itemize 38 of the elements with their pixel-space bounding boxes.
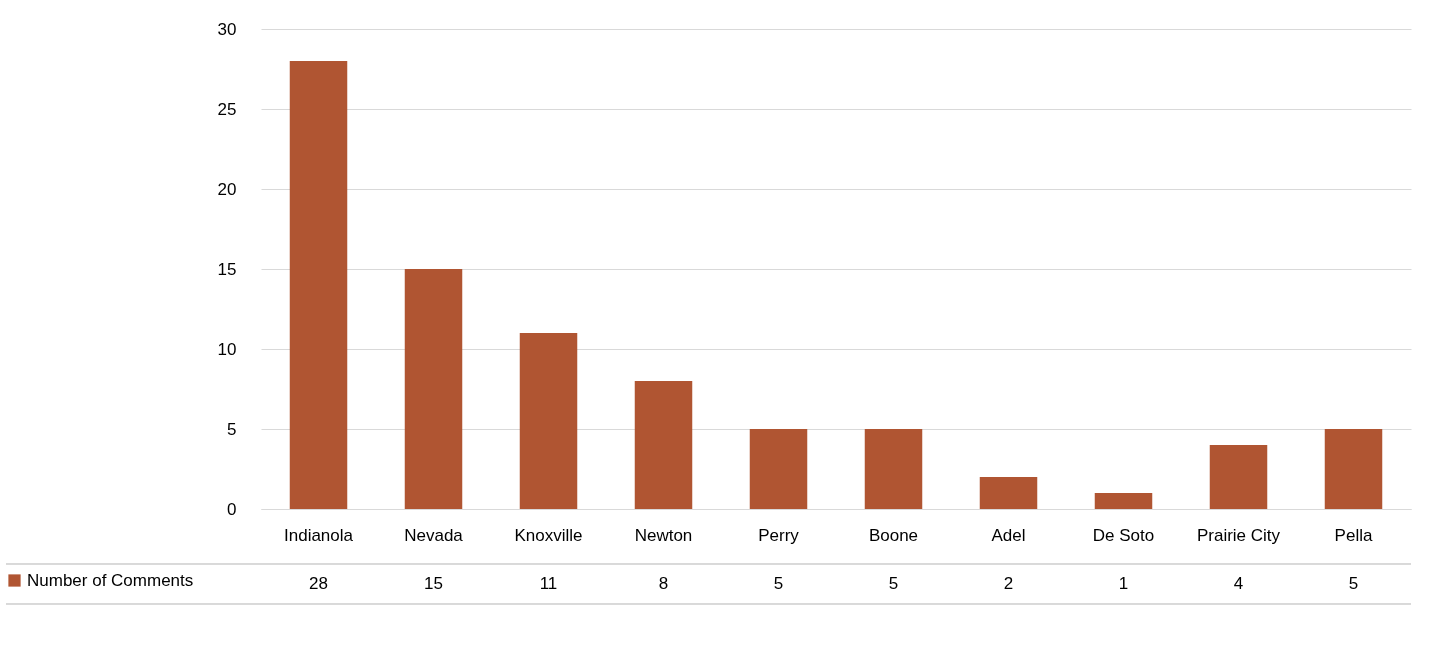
bar <box>289 61 348 509</box>
bar <box>864 429 923 509</box>
data-label: 1 <box>1118 574 1129 593</box>
y-tick-label: 0 <box>227 499 237 519</box>
x-tick-label: De Soto <box>1092 525 1155 545</box>
data-label: 2 <box>1003 574 1014 593</box>
y-tick-label: 10 <box>217 339 237 359</box>
x-tick-label: Indianola <box>283 525 354 545</box>
y-tick-label: 25 <box>217 99 237 119</box>
data-label: 5 <box>888 574 899 593</box>
bar <box>979 477 1038 509</box>
x-tick-label: Adel <box>991 525 1026 545</box>
y-tick-label: 30 <box>217 19 237 39</box>
bar <box>404 269 463 509</box>
bar <box>634 381 693 509</box>
data-label: 5 <box>773 574 784 593</box>
bar <box>749 429 808 509</box>
x-tick-label: Nevada <box>404 525 464 545</box>
x-tick-label: Boone <box>868 525 919 545</box>
data-label: 5 <box>1348 574 1359 593</box>
bar <box>1209 445 1268 509</box>
y-tick-label: 20 <box>217 179 237 199</box>
data-label: 8 <box>658 574 669 593</box>
x-tick-label: Pella <box>1334 525 1373 545</box>
legend-label: Number of Comments <box>27 570 194 590</box>
y-tick-label: 15 <box>217 259 237 279</box>
x-tick-label: Newton <box>634 525 693 545</box>
y-tick-label: 5 <box>227 419 237 439</box>
x-tick-label: Prairie City <box>1196 525 1281 545</box>
bar <box>519 333 578 509</box>
bar <box>1094 493 1153 509</box>
data-label: 15 <box>424 574 443 593</box>
data-label: 11 <box>539 574 558 593</box>
bar <box>1324 429 1383 509</box>
data-label: 28 <box>309 574 328 593</box>
x-tick-label: Knoxville <box>514 525 583 545</box>
data-label: 4 <box>1233 574 1244 593</box>
x-tick-label: Perry <box>758 525 800 545</box>
